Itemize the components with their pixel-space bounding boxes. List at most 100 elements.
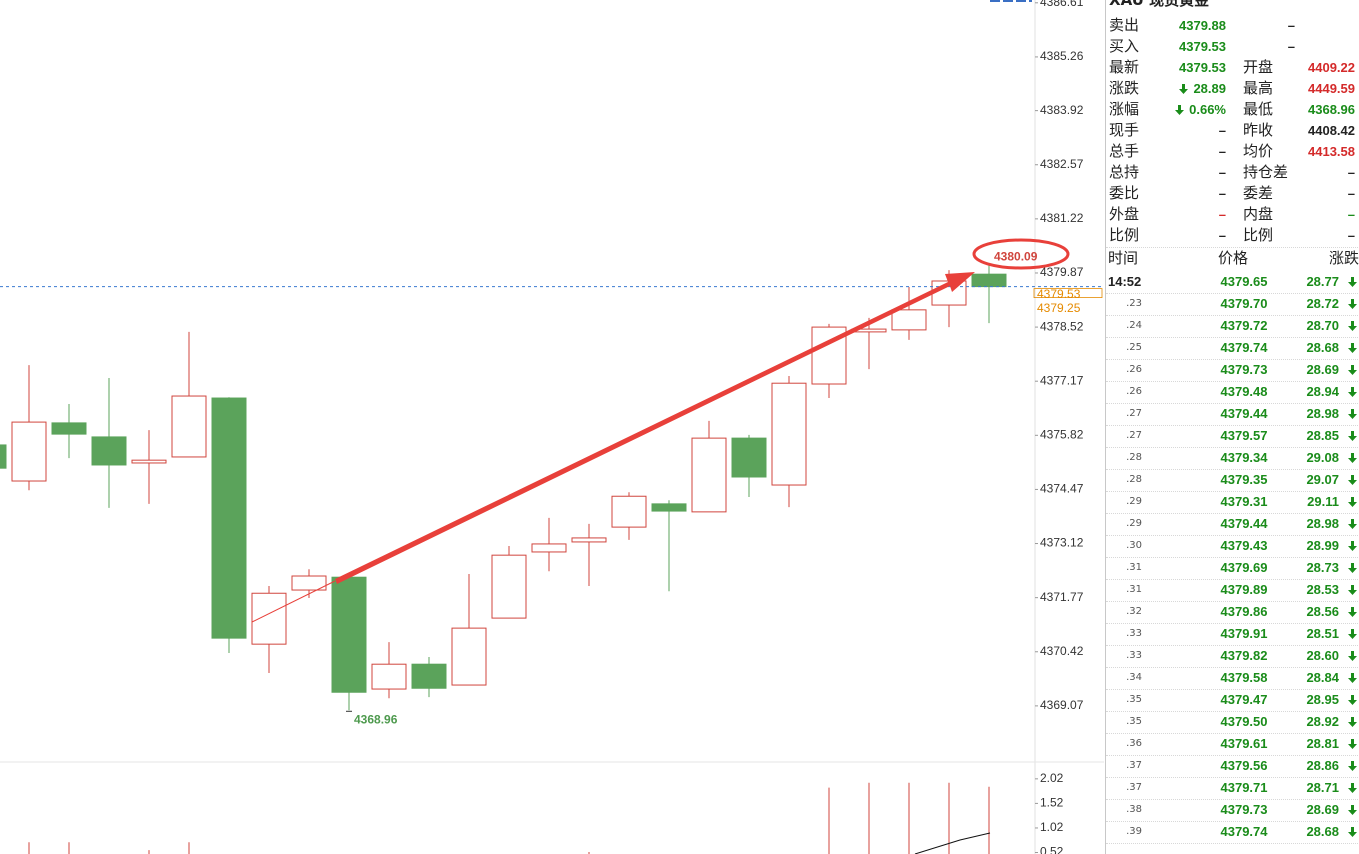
trade-change: 28.69 bbox=[1306, 802, 1339, 817]
quote-label: 最低 bbox=[1243, 100, 1274, 118]
candle-body bbox=[491, 554, 527, 619]
row-separator bbox=[1106, 293, 1359, 294]
quote-label: 内盘 bbox=[1243, 205, 1274, 223]
candle-body bbox=[11, 421, 47, 482]
down-arrow bbox=[1348, 563, 1357, 573]
quote-label: 涨幅 bbox=[1109, 100, 1140, 118]
y-tick-label: 1.52 bbox=[1040, 796, 1064, 810]
trade-time: .25 bbox=[1126, 342, 1142, 353]
trade-price: 4379.57 bbox=[1220, 428, 1268, 443]
candle-body bbox=[0, 444, 7, 469]
quote-value: – bbox=[1218, 228, 1226, 243]
trade-time: .38 bbox=[1126, 804, 1142, 815]
trade-time: .26 bbox=[1126, 364, 1142, 375]
trade-time: .29 bbox=[1126, 496, 1142, 507]
row-separator bbox=[1106, 447, 1359, 448]
quote-value: – bbox=[1347, 228, 1355, 243]
trade-time: .31 bbox=[1126, 584, 1142, 595]
y-tick-label: 4378.52 bbox=[1040, 319, 1084, 333]
quote-label: 均价 bbox=[1243, 142, 1274, 160]
trade-time: .29 bbox=[1126, 518, 1142, 529]
y-tick-label: 4386.61 bbox=[1040, 0, 1084, 9]
trade-change: 28.68 bbox=[1306, 824, 1339, 839]
down-arrow bbox=[1348, 519, 1357, 529]
candle-body bbox=[651, 503, 687, 512]
y-tick-label: 4379.87 bbox=[1040, 265, 1084, 279]
down-arrow bbox=[1348, 343, 1357, 353]
y-tick-label: 4373.12 bbox=[1040, 536, 1084, 550]
trade-time: .32 bbox=[1126, 606, 1142, 617]
trade-time: .30 bbox=[1126, 540, 1142, 551]
volume-ma bbox=[914, 832, 991, 854]
trade-change: 28.81 bbox=[1306, 736, 1339, 751]
low-label: 4368.96 bbox=[354, 712, 398, 726]
row-separator bbox=[1106, 337, 1359, 338]
quote-value: – bbox=[1287, 39, 1295, 54]
price-marker-label: 4379.25 bbox=[1037, 301, 1081, 315]
candle-body bbox=[51, 422, 87, 435]
quote-label: 最高 bbox=[1243, 79, 1274, 97]
row-separator bbox=[1106, 711, 1359, 712]
trade-price: 4379.44 bbox=[1220, 516, 1268, 531]
quote-value: – bbox=[1347, 207, 1355, 222]
trade-time: .27 bbox=[1126, 430, 1142, 441]
candle-body bbox=[771, 382, 807, 486]
trade-change: 28.53 bbox=[1306, 582, 1339, 597]
trade-price: 4379.74 bbox=[1220, 824, 1268, 839]
quote-value: 4368.96 bbox=[1308, 102, 1355, 117]
row-separator bbox=[1106, 733, 1359, 734]
trade-time: .35 bbox=[1126, 716, 1142, 727]
quote-label: 昨收 bbox=[1243, 121, 1274, 139]
trade-change: 29.08 bbox=[1306, 450, 1339, 465]
trade-time: .33 bbox=[1126, 650, 1142, 661]
candle-body bbox=[451, 627, 487, 686]
trade-change: 28.70 bbox=[1306, 318, 1339, 333]
down-arrow bbox=[1348, 651, 1357, 661]
row-separator bbox=[1106, 359, 1359, 360]
trend-arrow bbox=[335, 272, 975, 584]
down-arrow bbox=[1348, 431, 1357, 441]
trade-price: 4379.65 bbox=[1220, 274, 1268, 289]
trade-price: 4379.91 bbox=[1220, 626, 1268, 641]
trade-price: 4379.31 bbox=[1220, 494, 1268, 509]
quote-label: 比例 bbox=[1243, 226, 1274, 244]
quote-value: 4449.59 bbox=[1308, 81, 1355, 96]
down-arrow bbox=[1348, 541, 1357, 551]
trade-change: 28.69 bbox=[1306, 362, 1339, 377]
candle-body bbox=[731, 437, 767, 478]
trade-change: 28.95 bbox=[1306, 692, 1339, 707]
trend-arrow-tail bbox=[251, 580, 336, 623]
trade-change: 28.77 bbox=[1306, 274, 1339, 289]
row-separator bbox=[1106, 755, 1359, 756]
row-separator bbox=[1106, 513, 1359, 514]
down-arrow bbox=[1175, 105, 1184, 115]
candle-body bbox=[571, 537, 607, 543]
trade-change: 28.68 bbox=[1306, 340, 1339, 355]
trade-change: 28.56 bbox=[1306, 604, 1339, 619]
trades-header: 价格 bbox=[1217, 249, 1249, 267]
price-marker-box bbox=[1033, 288, 1103, 299]
down-arrow bbox=[1348, 409, 1357, 419]
separator bbox=[1106, 247, 1359, 248]
candle-body bbox=[971, 273, 1007, 288]
down-arrow bbox=[1348, 387, 1357, 397]
y-tick-label: 4385.26 bbox=[1040, 49, 1084, 63]
trade-change: 28.85 bbox=[1306, 428, 1339, 443]
row-separator bbox=[1106, 777, 1359, 778]
quote-label: 涨跌 bbox=[1109, 79, 1140, 97]
quote-label: 卖出 bbox=[1109, 16, 1140, 34]
trade-time: .28 bbox=[1126, 452, 1142, 463]
down-arrow bbox=[1348, 585, 1357, 595]
down-arrow bbox=[1348, 475, 1357, 485]
trade-price: 4379.73 bbox=[1220, 802, 1268, 817]
y-tick-label: 0.52 bbox=[1040, 845, 1064, 854]
quote-value: – bbox=[1347, 165, 1355, 180]
trade-price: 4379.44 bbox=[1220, 406, 1268, 421]
trade-time: .26 bbox=[1126, 386, 1142, 397]
trade-price: 4379.61 bbox=[1220, 736, 1268, 751]
row-separator bbox=[1106, 381, 1359, 382]
quote-value: 4379.88 bbox=[1179, 18, 1226, 33]
quote-value: 0.66% bbox=[1189, 102, 1226, 117]
trade-price: 4379.56 bbox=[1220, 758, 1268, 773]
candle-body bbox=[171, 395, 207, 458]
